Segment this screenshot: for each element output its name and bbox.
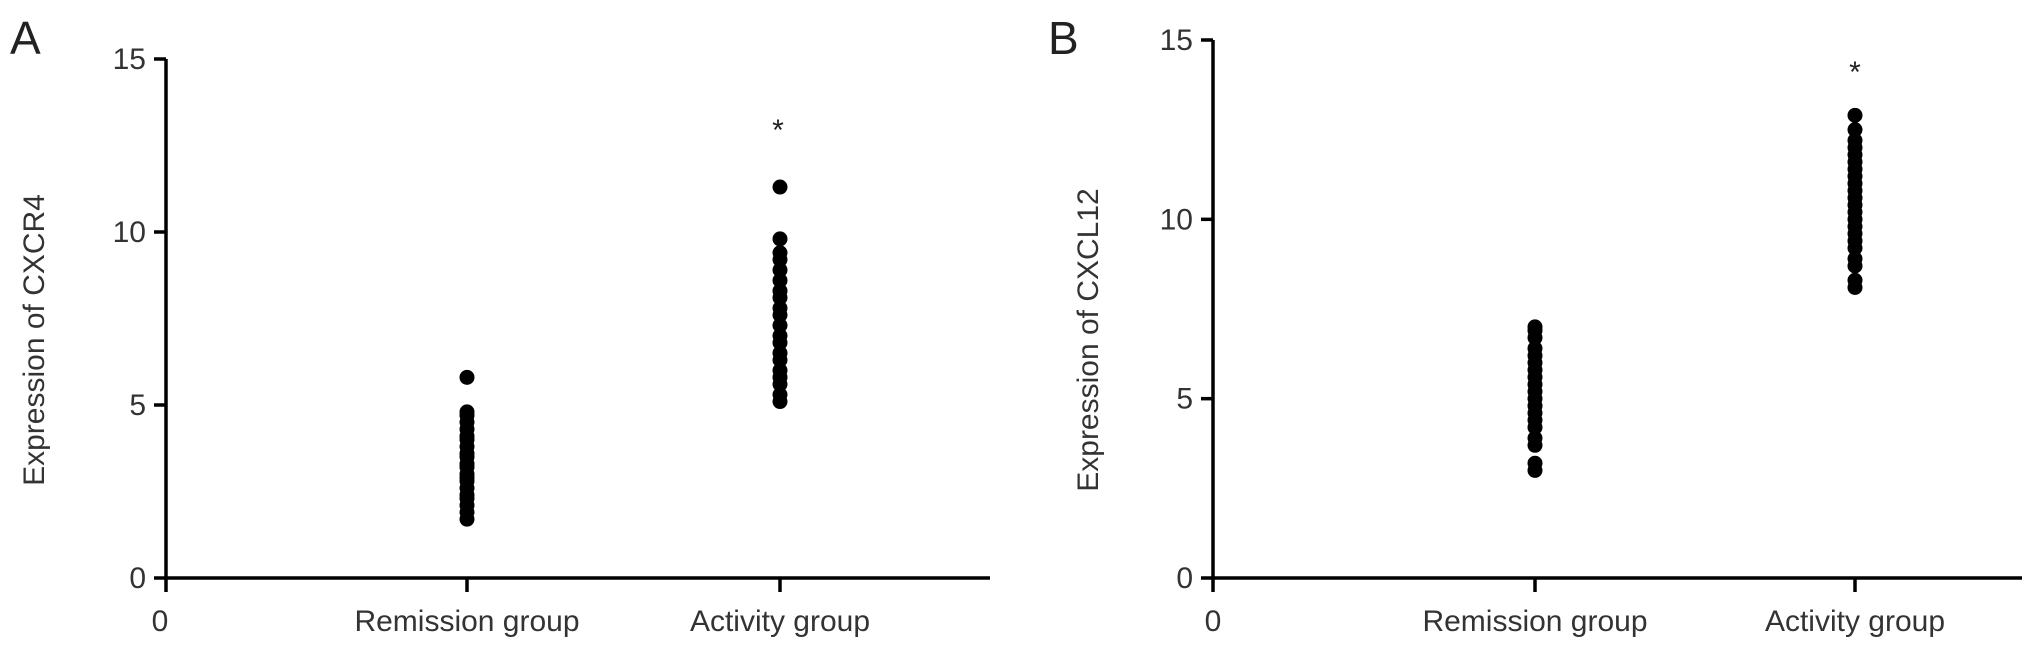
data-point bbox=[772, 179, 788, 195]
y-tick-label: 10 bbox=[113, 216, 146, 249]
x-category-label: Activity group bbox=[690, 605, 870, 638]
y-tick-label: 0 bbox=[129, 562, 146, 595]
panel-letter: B bbox=[1048, 12, 1079, 64]
y-tick-label: 15 bbox=[1160, 24, 1193, 57]
data-point bbox=[1527, 430, 1543, 446]
data-point bbox=[772, 245, 788, 261]
y-axis-title: Expression of CXCR4 bbox=[18, 194, 51, 486]
panel-b: B Expression of CXCL12 0 Remission group… bbox=[1048, 12, 2022, 638]
data-point bbox=[1527, 319, 1543, 335]
data-point bbox=[772, 272, 788, 288]
data-point bbox=[772, 262, 788, 278]
data-point bbox=[1847, 107, 1863, 123]
data-points bbox=[1527, 107, 1863, 478]
x-origin-label: 0 bbox=[1205, 605, 1222, 638]
data-point bbox=[1847, 272, 1863, 288]
data-point bbox=[1847, 251, 1863, 267]
y-tick-label: 5 bbox=[129, 389, 146, 422]
x-category-label: Remission group bbox=[354, 605, 579, 638]
x-category-label: Remission group bbox=[1422, 605, 1647, 638]
panel-letter: A bbox=[10, 12, 41, 64]
data-point bbox=[459, 369, 475, 385]
y-tick-label: 15 bbox=[113, 43, 146, 76]
y-axis-title: Expression of CXCL12 bbox=[1072, 188, 1105, 492]
data-point bbox=[1527, 340, 1543, 356]
x-category-label: Activity group bbox=[1765, 605, 1945, 638]
x-ticks bbox=[1211, 578, 1857, 592]
significance-marker: * bbox=[772, 114, 784, 147]
data-point bbox=[772, 345, 788, 361]
data-point bbox=[772, 362, 788, 378]
data-point bbox=[459, 404, 475, 420]
y-tick-label: 10 bbox=[1160, 203, 1193, 236]
data-point bbox=[772, 328, 788, 344]
data-point bbox=[772, 317, 788, 333]
x-origin-label: 0 bbox=[152, 605, 169, 638]
data-point bbox=[772, 300, 788, 316]
data-point bbox=[772, 387, 788, 403]
y-tick-label: 0 bbox=[1176, 562, 1193, 595]
data-point bbox=[1527, 455, 1543, 471]
data-point bbox=[1847, 132, 1863, 148]
data-point bbox=[772, 231, 788, 247]
y-tick-label: 5 bbox=[1176, 383, 1193, 416]
y-ticks: 0 5 10 15 bbox=[1160, 24, 1213, 595]
x-ticks bbox=[164, 578, 782, 592]
data-point bbox=[1847, 122, 1863, 138]
y-ticks: 0 5 10 15 bbox=[113, 43, 166, 595]
data-points bbox=[459, 179, 788, 527]
data-point bbox=[772, 283, 788, 299]
significance-marker: * bbox=[1849, 56, 1861, 89]
panel-a: A Expression of CXCR4 0 Remission group … bbox=[10, 12, 990, 638]
